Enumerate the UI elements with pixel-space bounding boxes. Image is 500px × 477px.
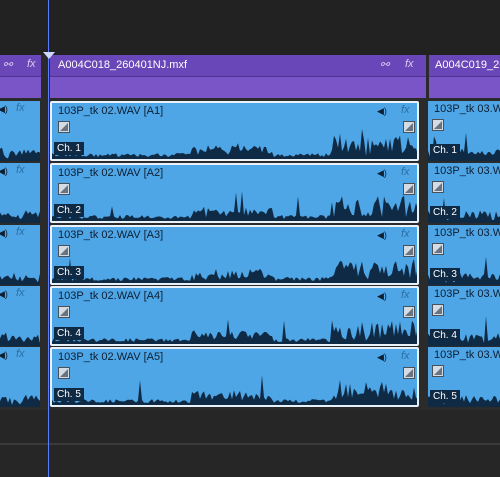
audio-clip-name: 103P_tk 02.WAV [A4]	[58, 290, 164, 302]
channel-badge: Ch. 5	[430, 390, 460, 403]
channel-badge: Ch. 4	[54, 327, 84, 340]
audio-clip-main[interactable]: 103P_tk 02.WAV [A4] ◀) fx Ch. 4	[50, 286, 419, 346]
channel-badge: Ch. 2	[54, 204, 84, 217]
audio-clip-main[interactable]: 103P_tk 02.WAV [A1] ◀) fx Ch. 1	[50, 101, 419, 161]
waveform	[52, 129, 417, 159]
keyframe-toggle-icon[interactable]	[58, 367, 70, 379]
fx-badge-icon[interactable]: fx	[16, 287, 25, 299]
video-clip-title: A004C018_260401NJ.mxf	[58, 59, 188, 71]
keyframe-toggle-icon[interactable]	[403, 367, 415, 379]
video-clip-header	[50, 55, 426, 77]
audio-clip-right[interactable]: 103P_tk 03.WAV Ch. 5	[428, 347, 500, 407]
waveform	[52, 191, 417, 221]
waveform	[0, 272, 40, 285]
audio-clip-name: 103P_tk 03.WAV	[434, 227, 500, 239]
playhead-marker-icon[interactable]	[43, 52, 55, 59]
waveform	[0, 332, 40, 346]
keyframe-toggle-icon[interactable]	[432, 304, 444, 316]
fx-badge-icon[interactable]: fx	[401, 289, 410, 301]
keyframe-toggle-icon[interactable]	[432, 119, 444, 131]
channel-badge: Ch. 3	[430, 268, 460, 281]
channel-badge: Ch. 1	[54, 142, 84, 155]
waveform	[428, 256, 500, 285]
waveform	[428, 316, 500, 346]
audio-clip-left[interactable]: ◀) fx	[0, 286, 40, 346]
waveform	[52, 319, 417, 344]
link-icon: ⚯	[380, 59, 390, 71]
keyframe-toggle-icon[interactable]	[58, 306, 70, 318]
fx-badge-icon[interactable]: fx	[16, 164, 25, 176]
video-clip-header	[429, 55, 500, 77]
waveform	[52, 257, 417, 283]
audio-clip-name: 103P_tk 03.WAV	[434, 103, 500, 115]
keyframe-toggle-icon[interactable]	[403, 121, 415, 133]
keyframe-toggle-icon[interactable]	[58, 245, 70, 257]
speaker-icon[interactable]: ◀)	[377, 291, 387, 301]
channel-badge: Ch. 4	[430, 329, 460, 342]
fx-badge-icon[interactable]: fx	[16, 102, 25, 114]
waveform	[0, 210, 40, 223]
waveform	[0, 394, 40, 407]
speaker-icon[interactable]: ◀)	[377, 352, 387, 362]
audio-clip-name: 103P_tk 02.WAV [A3]	[58, 229, 164, 241]
speaker-icon[interactable]: ◀)	[0, 289, 8, 299]
channel-badge: Ch. 2	[430, 206, 460, 219]
audio-clip-main[interactable]: 103P_tk 02.WAV [A3] ◀) fx Ch. 3	[50, 225, 419, 285]
channel-badge: Ch. 5	[54, 388, 84, 401]
keyframe-toggle-icon[interactable]	[403, 245, 415, 257]
video-clip-left[interactable]: ⚯ fx	[0, 55, 41, 98]
audio-clip-name: 103P_tk 02.WAV [A2]	[58, 167, 164, 179]
audio-clip-left[interactable]: ◀) fx	[0, 225, 40, 285]
audio-clip-left[interactable]: ◀) fx	[0, 163, 40, 223]
speaker-icon[interactable]: ◀)	[0, 350, 8, 360]
audio-clip-name: 103P_tk 02.WAV [A5]	[58, 351, 164, 363]
channel-badge: Ch. 1	[430, 144, 460, 157]
keyframe-toggle-icon[interactable]	[58, 121, 70, 133]
speaker-icon[interactable]: ◀)	[377, 230, 387, 240]
keyframe-toggle-icon[interactable]	[432, 243, 444, 255]
waveform	[428, 197, 500, 223]
audio-clip-right[interactable]: 103P_tk 03.WAV Ch. 1	[428, 101, 500, 161]
audio-clip-right[interactable]: 103P_tk 03.WAV Ch. 2	[428, 163, 500, 223]
audio-clip-left[interactable]: ◀) fx	[0, 101, 40, 161]
speaker-icon[interactable]: ◀)	[0, 228, 8, 238]
audio-clip-right[interactable]: 103P_tk 03.WAV Ch. 4	[428, 286, 500, 346]
fx-badge-icon[interactable]: fx	[401, 104, 410, 116]
link-icon: ⚯	[3, 59, 13, 71]
audio-clip-name: 103P_tk 02.WAV [A1]	[58, 105, 164, 117]
keyframe-toggle-icon[interactable]	[58, 183, 70, 195]
waveform	[0, 147, 40, 161]
fx-badge-icon[interactable]: fx	[405, 58, 414, 70]
fx-badge-icon[interactable]: fx	[401, 350, 410, 362]
keyframe-toggle-icon[interactable]	[403, 183, 415, 195]
speaker-icon[interactable]: ◀)	[377, 106, 387, 116]
waveform	[52, 375, 417, 405]
video-clip-header	[0, 55, 41, 77]
keyframe-toggle-icon[interactable]	[432, 181, 444, 193]
track-header-band	[0, 0, 500, 55]
speaker-icon[interactable]: ◀)	[377, 168, 387, 178]
speaker-icon[interactable]: ◀)	[0, 104, 8, 114]
audio-clip-main[interactable]: 103P_tk 02.WAV [A5] ◀) fx Ch. 5	[50, 347, 419, 407]
video-clip-title: A004C019_260	[435, 59, 500, 71]
fx-badge-icon[interactable]: fx	[401, 228, 410, 240]
speaker-icon[interactable]: ◀)	[0, 166, 8, 176]
video-clip-right[interactable]: A004C019_260	[429, 55, 500, 98]
fx-badge-icon[interactable]: fx	[27, 58, 36, 70]
fx-badge-icon[interactable]: fx	[16, 348, 25, 360]
channel-badge: Ch. 3	[54, 266, 84, 279]
keyframe-toggle-icon[interactable]	[403, 306, 415, 318]
audio-clip-left[interactable]: ◀) fx	[0, 347, 40, 407]
audio-clip-right[interactable]: 103P_tk 03.WAV Ch. 3	[428, 225, 500, 285]
audio-clip-main[interactable]: 103P_tk 02.WAV [A2] ◀) fx Ch. 2	[50, 163, 419, 223]
track-divider	[0, 443, 500, 445]
audio-clip-name: 103P_tk 03.WAV	[434, 349, 500, 361]
keyframe-toggle-icon[interactable]	[432, 365, 444, 377]
video-clip-main[interactable]: A004C018_260401NJ.mxf ⚯ fx	[50, 55, 426, 98]
audio-clip-name: 103P_tk 03.WAV	[434, 288, 500, 300]
fx-badge-icon[interactable]: fx	[16, 226, 25, 238]
fx-badge-icon[interactable]: fx	[401, 166, 410, 178]
playhead-line[interactable]	[48, 0, 49, 477]
audio-clip-name: 103P_tk 03.WAV	[434, 165, 500, 177]
